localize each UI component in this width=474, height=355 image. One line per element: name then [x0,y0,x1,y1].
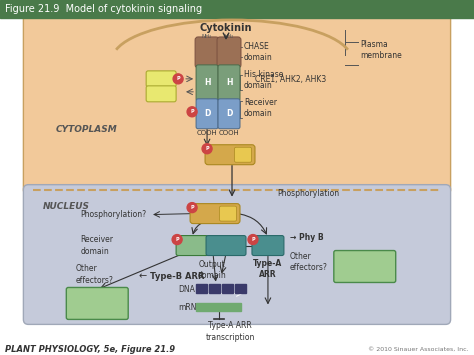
Ellipse shape [248,235,258,245]
FancyBboxPatch shape [195,37,219,68]
Text: P: P [176,76,180,81]
Text: CHASE
domain: CHASE domain [244,42,273,62]
Text: P: P [190,205,194,210]
Text: © 2010 Sinauer Associates, Inc.: © 2010 Sinauer Associates, Inc. [368,347,469,352]
Text: P: P [175,237,179,242]
FancyBboxPatch shape [218,99,240,129]
Text: P: P [251,237,255,242]
Text: NH₂: NH₂ [224,34,234,39]
Text: Output
domain: Output domain [198,260,227,280]
Text: COOH: COOH [197,130,218,136]
FancyBboxPatch shape [23,185,451,324]
Text: D: D [189,241,195,250]
Text: Type-A
ARR: Type-A ARR [253,258,283,279]
Text: D: D [265,241,271,250]
Text: NUCLEUS: NUCLEUS [42,202,90,211]
FancyBboxPatch shape [218,65,240,101]
Text: Type-B ARR: Type-B ARR [150,272,205,281]
Text: H: H [240,152,246,157]
Text: CYTOPLASM: CYTOPLASM [55,125,117,134]
Bar [0,0,474,18]
FancyBboxPatch shape [219,206,237,221]
Ellipse shape [172,235,182,245]
Bar [235,284,246,294]
Text: Figure 21.9  Model of cytokinin signaling: Figure 21.9 Model of cytokinin signaling [5,4,202,14]
Text: P: P [205,146,209,151]
Text: Other
effectors?: Other effectors? [290,252,328,272]
Text: COOH: COOH [219,130,239,136]
Text: His kinase
domain: His kinase domain [244,70,283,90]
FancyBboxPatch shape [66,288,128,320]
Bar [209,284,220,294]
Ellipse shape [187,107,197,117]
Text: H: H [226,211,231,216]
FancyBboxPatch shape [235,147,252,162]
FancyBboxPatch shape [206,236,246,256]
Text: Receiver
domain: Receiver domain [244,98,277,118]
Text: AHP: AHP [208,150,228,159]
Text: NH₂: NH₂ [202,34,212,39]
FancyBboxPatch shape [217,37,241,68]
Ellipse shape [187,203,197,213]
Bar [196,304,241,311]
Text: Other
effectors?: Other effectors? [75,264,113,285]
FancyBboxPatch shape [252,236,284,256]
Text: P: P [190,109,194,114]
FancyBboxPatch shape [190,204,240,224]
Text: Phosphorylation: Phosphorylation [277,189,339,198]
FancyBboxPatch shape [23,13,451,195]
Text: ADP: ADP [152,89,170,98]
FancyBboxPatch shape [334,251,396,283]
Text: D: D [226,109,232,118]
Text: Plasma
membrane: Plasma membrane [360,40,401,60]
Text: ATP: ATP [153,74,169,83]
Text: Type-A ARR
transcription: Type-A ARR transcription [205,321,255,342]
Ellipse shape [173,74,183,84]
Text: → Phy B: → Phy B [290,233,324,242]
Text: mRNA: mRNA [178,303,202,312]
Bar [196,284,207,294]
Text: CRE1, AHK2, AHK3: CRE1, AHK2, AHK3 [255,75,326,84]
Text: Receiver
domain: Receiver domain [80,235,113,256]
Text: Cytokinin
responses: Cytokinin responses [78,293,117,313]
Text: Cytokinin
responses: Cytokinin responses [346,256,384,277]
Text: H: H [226,78,232,87]
Text: H: H [204,78,210,87]
FancyBboxPatch shape [196,99,218,129]
FancyBboxPatch shape [196,65,218,101]
Text: Phosphorylation?: Phosphorylation? [80,210,146,219]
Ellipse shape [202,144,212,154]
Text: AHP: AHP [193,209,213,218]
Text: PLANT PHYSIOLOGY, 5e, Figure 21.9: PLANT PHYSIOLOGY, 5e, Figure 21.9 [5,345,175,354]
FancyBboxPatch shape [146,71,176,87]
Text: Cytokinin: Cytokinin [200,23,252,33]
Text: ←: ← [138,272,146,282]
Text: D: D [204,109,210,118]
Text: DNA: DNA [178,285,195,294]
FancyBboxPatch shape [205,145,255,165]
Bar [222,284,233,294]
FancyBboxPatch shape [146,86,176,102]
FancyBboxPatch shape [176,236,208,256]
